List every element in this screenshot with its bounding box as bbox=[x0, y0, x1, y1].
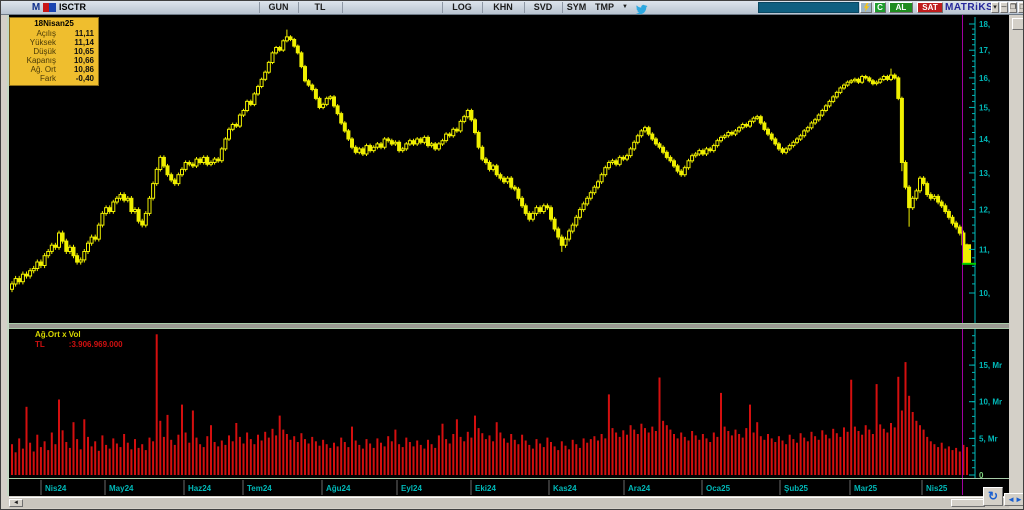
chevron-down-icon[interactable]: ▼ bbox=[622, 4, 628, 10]
svg-text:Nis24: Nis24 bbox=[45, 484, 67, 493]
panel-bottom-line bbox=[9, 478, 1009, 479]
candlestick-series bbox=[10, 29, 971, 293]
change-value: -0,40 bbox=[75, 74, 94, 83]
ohlc-info-box[interactable]: 18Nisan25 Açılış 11,11 Yüksek 11,14 Düşük 1… bbox=[9, 17, 99, 86]
left-edge bbox=[7, 15, 9, 496]
low-value: 10,65 bbox=[73, 47, 94, 56]
info-label: Ağ. Ort bbox=[30, 65, 56, 74]
separator bbox=[562, 2, 563, 13]
buy-button[interactable]: AL bbox=[889, 2, 913, 13]
matriks-m-logo-icon[interactable]: M bbox=[31, 2, 41, 13]
svg-text:13,: 13, bbox=[979, 169, 990, 178]
price-axis: 18, 17, 16, 15, 14, 13, 12, 11, 10, bbox=[969, 17, 990, 478]
svg-text:Ara24: Ara24 bbox=[628, 484, 651, 493]
svg-text:15, Mr: 15, Mr bbox=[979, 361, 1002, 370]
svg-text:10, Mr: 10, Mr bbox=[979, 398, 1002, 407]
refresh-icon[interactable]: ↻ bbox=[983, 487, 1003, 506]
svg-text:May24: May24 bbox=[109, 484, 134, 493]
price-volume-chart[interactable]: 18, 17, 16, 15, 14, 13, 12, 11, 10, 15, Mr 10, Mr 5… bbox=[9, 15, 1009, 496]
sym-button[interactable]: SYM bbox=[566, 2, 587, 12]
currency-label: TL bbox=[35, 340, 45, 349]
flag-icon bbox=[43, 3, 50, 12]
corner-widget[interactable] bbox=[1012, 18, 1023, 30]
separator bbox=[524, 2, 525, 13]
restore-button[interactable]: ❐ bbox=[1009, 2, 1017, 13]
chart-background bbox=[9, 15, 1009, 496]
symbol-label[interactable]: ISCTR bbox=[59, 2, 86, 12]
svg-text:12,: 12, bbox=[979, 206, 990, 215]
svd-button[interactable]: SVD bbox=[533, 2, 553, 12]
svg-text:Mar25: Mar25 bbox=[854, 484, 878, 493]
volume-total: TL :3.906.969.000 bbox=[35, 340, 123, 349]
toolbar: M ISCTR GUN TL LOG KHN SVD SYM TMP ▼ C A… bbox=[1, 1, 1024, 15]
minimize-button[interactable]: ─ bbox=[1000, 2, 1008, 13]
svg-text:16,: 16, bbox=[979, 74, 990, 83]
volume-indicator-title: Ağ.Ort x Vol bbox=[35, 330, 81, 339]
separator bbox=[298, 2, 299, 13]
separator bbox=[442, 2, 443, 13]
panel-separator[interactable] bbox=[9, 324, 1009, 328]
title-strip bbox=[758, 2, 859, 13]
info-label: Yüksek bbox=[29, 38, 56, 47]
info-date: 18Nisan25 bbox=[34, 19, 74, 28]
info-label: Kapanış bbox=[26, 56, 56, 65]
scrollbar-thumb[interactable] bbox=[951, 499, 985, 507]
svg-text:0: 0 bbox=[979, 471, 984, 480]
khn-button[interactable]: KHN bbox=[493, 2, 513, 12]
currency-button[interactable]: TL bbox=[314, 2, 326, 12]
svg-text:14,: 14, bbox=[979, 135, 990, 144]
svg-text:Ağu24: Ağu24 bbox=[326, 484, 351, 493]
volume-series bbox=[11, 334, 968, 475]
separator bbox=[342, 2, 343, 13]
svg-text:Kas24: Kas24 bbox=[553, 484, 577, 493]
panel-separator-line bbox=[9, 323, 1009, 324]
svg-text:Eki24: Eki24 bbox=[475, 484, 496, 493]
tmp-button[interactable]: TMP bbox=[595, 2, 614, 12]
info-label: Açılış bbox=[36, 29, 56, 38]
info-label: Fark bbox=[40, 74, 56, 83]
svg-text:Haz24: Haz24 bbox=[188, 484, 212, 493]
svg-text:Tem24: Tem24 bbox=[247, 484, 272, 493]
close-value: 10,66 bbox=[73, 56, 94, 65]
log-scale-button[interactable]: LOG bbox=[452, 2, 472, 12]
info-label: Düşük bbox=[33, 47, 56, 56]
volume-axis: 15, Mr 10, Mr 5, Mr 0 bbox=[969, 335, 1002, 480]
sell-button[interactable]: SAT bbox=[917, 2, 943, 13]
high-value: 11,14 bbox=[74, 38, 94, 47]
separator bbox=[259, 2, 260, 13]
close-button[interactable]: □ bbox=[1018, 2, 1024, 13]
svg-text:17,: 17, bbox=[979, 46, 990, 55]
flash-button[interactable] bbox=[860, 2, 872, 13]
svg-text:10,: 10, bbox=[979, 289, 990, 298]
open-value: 11,11 bbox=[74, 29, 94, 38]
twitter-bird-icon[interactable] bbox=[635, 2, 648, 20]
nav-arrows-icon[interactable]: ◄► bbox=[1004, 493, 1023, 506]
svg-text:15,: 15, bbox=[979, 103, 990, 112]
svg-text:Oca25: Oca25 bbox=[706, 484, 731, 493]
separator bbox=[482, 2, 483, 13]
panel-separator-line bbox=[9, 328, 1009, 329]
scroll-left-button[interactable]: ◄ bbox=[9, 499, 23, 507]
volume-total-value: :3.906.969.000 bbox=[68, 340, 123, 349]
x-axis: Nis24 May24 Haz24 Tem24 Ağu24 Eyl24 Eki24 Kas24… bbox=[9, 479, 1009, 496]
c-button[interactable]: C bbox=[874, 2, 886, 13]
flag-icon bbox=[49, 3, 56, 12]
matriks-brand-logo: MATRiKS bbox=[945, 2, 994, 13]
avg-value: 10,86 bbox=[73, 65, 94, 74]
horizontal-scrollbar[interactable]: ◄ ↻ ◄► bbox=[9, 487, 1023, 508]
svg-text:Nis25: Nis25 bbox=[926, 484, 948, 493]
svg-text:18,: 18, bbox=[979, 20, 990, 29]
period-button[interactable]: GUN bbox=[268, 2, 289, 12]
lightning-icon bbox=[864, 3, 870, 12]
svg-text:Eyl24: Eyl24 bbox=[401, 484, 422, 493]
window-menu-button[interactable]: ▾ bbox=[991, 2, 999, 13]
svg-text:11,: 11, bbox=[979, 245, 990, 254]
svg-text:Şub25: Şub25 bbox=[784, 484, 809, 493]
svg-text:5, Mr: 5, Mr bbox=[979, 434, 998, 443]
